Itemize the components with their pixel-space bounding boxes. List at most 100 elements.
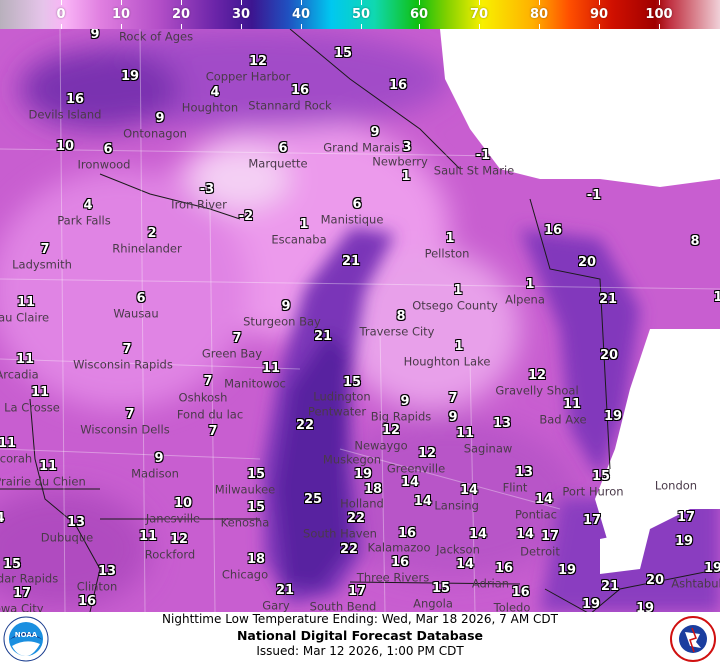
city-label: Toledo [493,600,531,612]
station-temperature: 15 [431,581,451,597]
station-temperature: 11 [562,397,582,413]
colorbar-tick [599,0,600,29]
station-temperature: 11 [16,294,36,310]
city-label: Jackson [436,542,480,557]
city-label: Devils Island [28,107,102,122]
product-name: National Digital Forecast Database [236,628,484,643]
city-label: Decorah [0,451,33,466]
city-label: Iowa City [0,601,44,612]
colorbar-tick-label: 0 [56,7,66,22]
colorbar-tick-label: 10 [111,7,131,22]
city-label: Houghton [181,100,239,115]
temperature-map[interactable]: Rock of Ages Copper Harbor Houghton Stannar… [0,29,720,612]
city-label: Wausau [113,306,159,321]
station-temperature: -1 [475,148,491,164]
city-label: La Crosse [4,400,60,415]
station-temperature: 25 [303,492,323,507]
city-label: Holland [340,496,384,511]
city-label: Pentwater [307,404,367,419]
city-label: Rhinelander [112,241,182,256]
station-temperature: 6 [278,141,288,157]
city-label: Madison [131,466,179,481]
city-label: Park Falls [57,213,111,228]
station-temperature: 1 [445,230,455,246]
colorbar-tick [479,0,480,29]
city-label: South Haven [303,526,377,541]
city-label: Wisconsin Dells [80,422,170,437]
station-temperature: 17 [540,529,560,545]
city-label: Copper Harbor [205,69,291,84]
station-temperature: 11 [138,529,158,544]
station-temperature: 9 [90,29,100,42]
station-temperature: 19 [557,563,577,578]
city-label: Escanaba [271,232,327,247]
city-label: Marquette [248,156,308,171]
city-label: Three Rivers [356,570,430,585]
city-label: Ludington [313,389,371,404]
station-temperature: 3 [402,139,412,155]
city-label: Greenville [386,461,446,476]
station-temperature: 17 [347,584,367,600]
station-temperature: 19 [703,561,720,577]
city-label: Bad Axe [539,412,587,427]
city-label: Big Rapids [370,409,432,424]
city-label: Iron River [171,197,227,212]
city-label: Arcadia [0,367,39,382]
city-label: Chicago [221,567,269,582]
issued-time: Issued: Mar 12 2026, 1:00 PM CDT [256,644,464,658]
station-temperature: 12 [417,445,437,461]
station-temperature: 11 [261,361,281,377]
nws-logo [670,616,716,662]
station-temperature: 11 [0,435,17,451]
noaa-logo: NOAA [3,616,49,662]
station-temperature: 15 [591,469,611,485]
colorbar-tick-label: 80 [529,7,549,22]
city-label: Oshkosh [178,390,228,405]
station-temperature: 8 [396,308,406,324]
colorbar-tick [361,0,362,29]
colorbar-tick [181,0,182,29]
station-temperature: 1 [299,217,309,233]
colorbar-tick-label: 60 [409,7,429,22]
map-title: Nighttime Low Temperature Ending: Wed, M… [162,612,558,626]
station-temperature: 19 [674,534,694,549]
colorbar-tick [61,0,62,29]
colorbar-tick [301,0,302,29]
station-temperature: 9 [400,394,410,410]
city-label: Rockford [144,547,196,562]
station-temperature: 7 [40,241,50,257]
station-temperature: 19 [353,466,373,482]
station-temperature: 9 [370,125,380,141]
station-temperature: 16 [65,92,85,108]
city-label: Newberry [372,154,428,169]
city-label: Lansing [434,498,479,513]
station-temperature: 22 [295,418,315,434]
station-temperature: 4 [210,85,220,100]
station-temperature: 14 [515,527,535,542]
map-footer: NOAA Nighttime Low Temperature Ending: W… [0,612,720,663]
city-label: Gary [262,598,290,612]
station-temperature: 21 [313,329,333,344]
station-temperature: 1 [713,290,720,305]
temperature-color-scale: 0 10 20 30 40 50 60 70 80 90 100 [0,0,720,29]
city-label: Traverse City [359,324,435,339]
station-temperature: 11 [30,385,50,401]
station-temperature: 18 [363,481,383,497]
city-label: Sault St Marie [433,163,515,178]
station-temperature: 1 [401,168,411,184]
station-temperature: 7 [122,341,132,357]
station-temperature: 4 [83,198,93,214]
city-label: Clinton [76,579,118,594]
colorbar-tick-label: 70 [469,7,489,22]
station-temperature: 15 [333,46,353,61]
station-temperature: 7 [232,330,242,346]
station-temperature: 13 [492,416,512,432]
city-label: Alpena [505,292,545,307]
colorbar-tick [539,0,540,29]
station-temperature: 13 [97,564,117,580]
station-temperature: 15 [2,556,22,572]
station-temperature: 1 [453,282,463,298]
colorbar-tick-label: 90 [589,7,609,22]
station-temperature: 21 [341,254,361,269]
colorbar-tick-label: 100 [645,7,673,22]
